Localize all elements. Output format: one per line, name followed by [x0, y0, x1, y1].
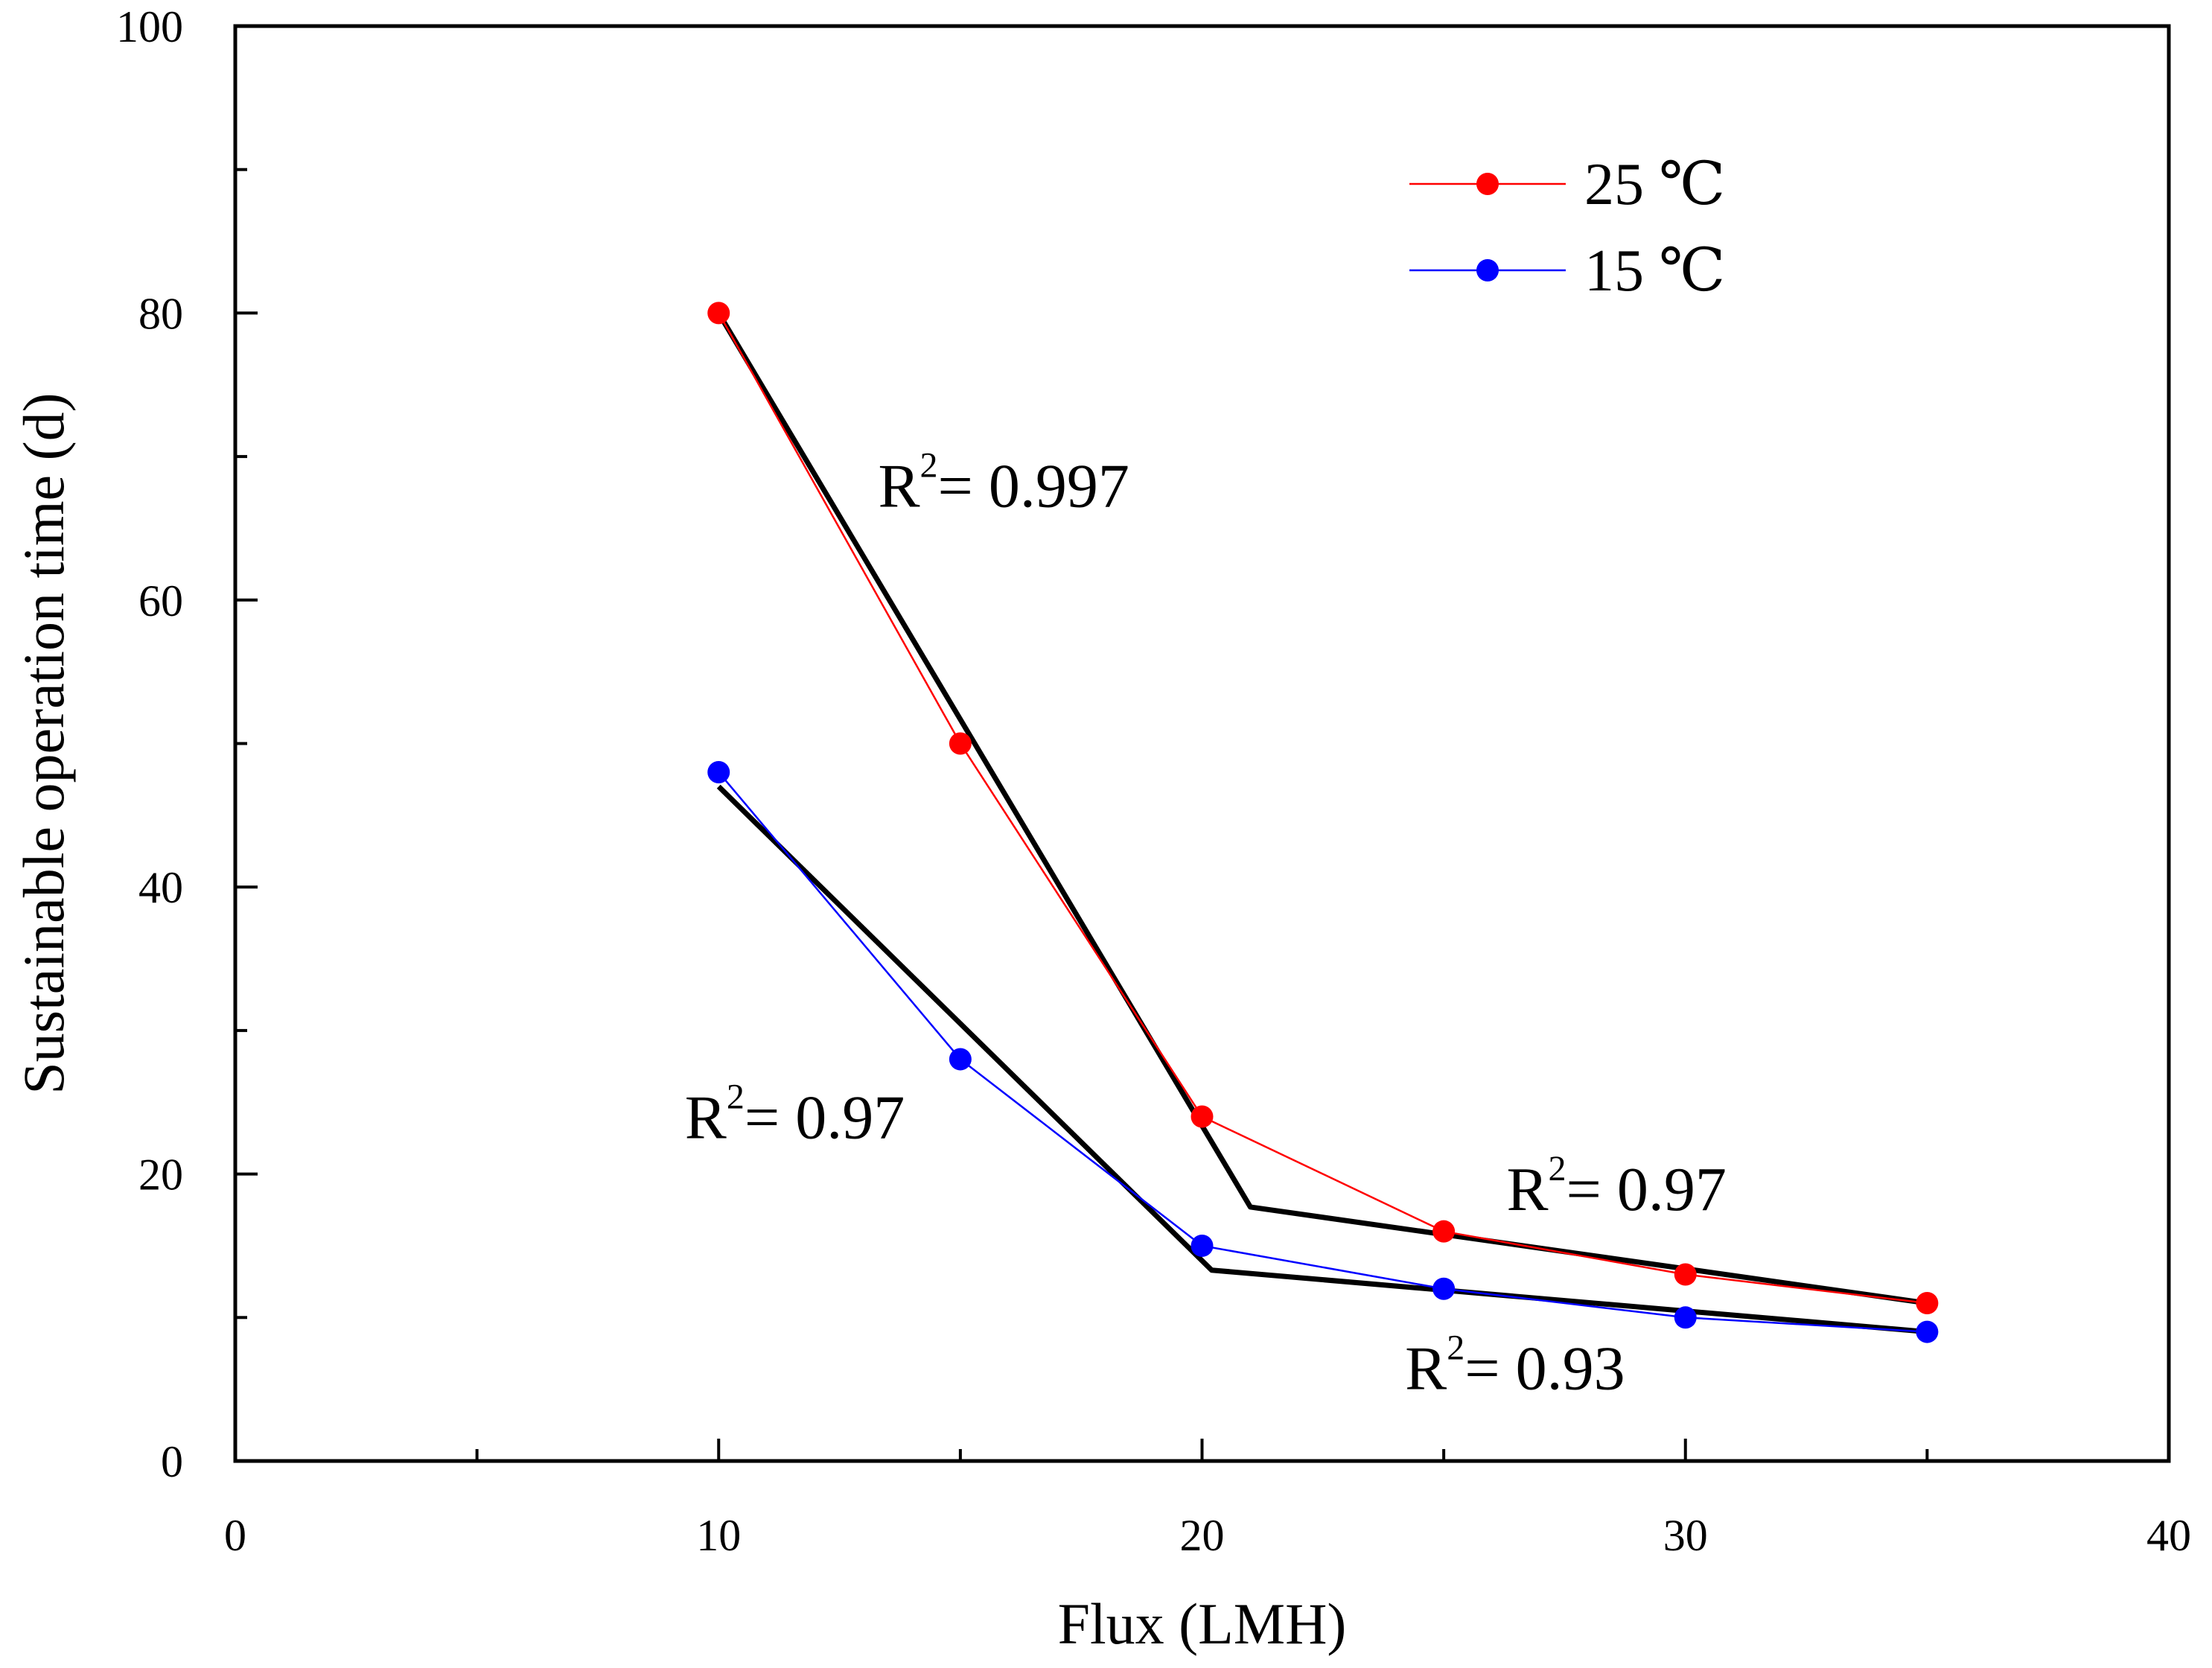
data-point — [949, 1048, 972, 1071]
y-tick-label: 60 — [138, 576, 183, 626]
r-squared-annotation: R2= 0.97 — [685, 1077, 905, 1152]
series-line — [718, 312, 1928, 1305]
data-point — [1674, 1306, 1697, 1329]
data-point — [1191, 1234, 1214, 1257]
x-tick-label: 40 — [2146, 1511, 2191, 1560]
data-point — [707, 302, 730, 325]
y-axis-title: Sustainable operation time (d) — [11, 392, 76, 1094]
legend-marker — [1476, 173, 1499, 195]
r-squared-annotation: R2= 0.93 — [1405, 1328, 1625, 1404]
y-tick-label: 0 — [161, 1437, 183, 1486]
legend: 25 ℃ 15 ℃ — [1409, 152, 1726, 304]
x-tick-label: 30 — [1663, 1511, 1708, 1560]
fit-line — [716, 784, 1928, 1335]
data-series — [707, 302, 1939, 1343]
data-point — [707, 761, 730, 784]
x-tick-label: 10 — [696, 1511, 741, 1560]
data-point — [1916, 1320, 1939, 1343]
data-point — [1674, 1263, 1697, 1286]
r-squared-annotation: R2= 0.997 — [879, 446, 1129, 521]
legend-label: 15 ℃ — [1584, 238, 1726, 304]
x-axis-title: Flux (LMH) — [1058, 1591, 1347, 1656]
data-point — [1432, 1220, 1456, 1243]
y-tick-label: 20 — [138, 1150, 183, 1200]
axis-ticks: 0 10 20 30 40 0 20 40 60 80 100 — [116, 2, 2191, 1560]
data-point — [949, 732, 972, 755]
x-tick-label: 20 — [1180, 1511, 1225, 1560]
series-line — [718, 771, 1928, 1333]
data-point — [1916, 1292, 1939, 1315]
y-tick-label: 100 — [116, 2, 183, 51]
fit-line — [716, 311, 1928, 1306]
data-point — [1432, 1277, 1456, 1300]
legend-label: 25 ℃ — [1584, 152, 1726, 217]
axis-titles: Flux (LMH) Sustainable operation time (d) — [11, 392, 1346, 1656]
y-tick-label: 80 — [138, 289, 183, 338]
y-tick-label: 40 — [138, 863, 183, 912]
data-point — [1191, 1105, 1214, 1128]
r-squared-annotation: R2= 0.97 — [1507, 1149, 1727, 1224]
x-tick-label: 0 — [224, 1511, 246, 1560]
annotations: R2= 0.997 R2= 0.97 R2= 0.97 R2= 0.93 — [685, 446, 1727, 1404]
legend-marker — [1476, 259, 1499, 281]
